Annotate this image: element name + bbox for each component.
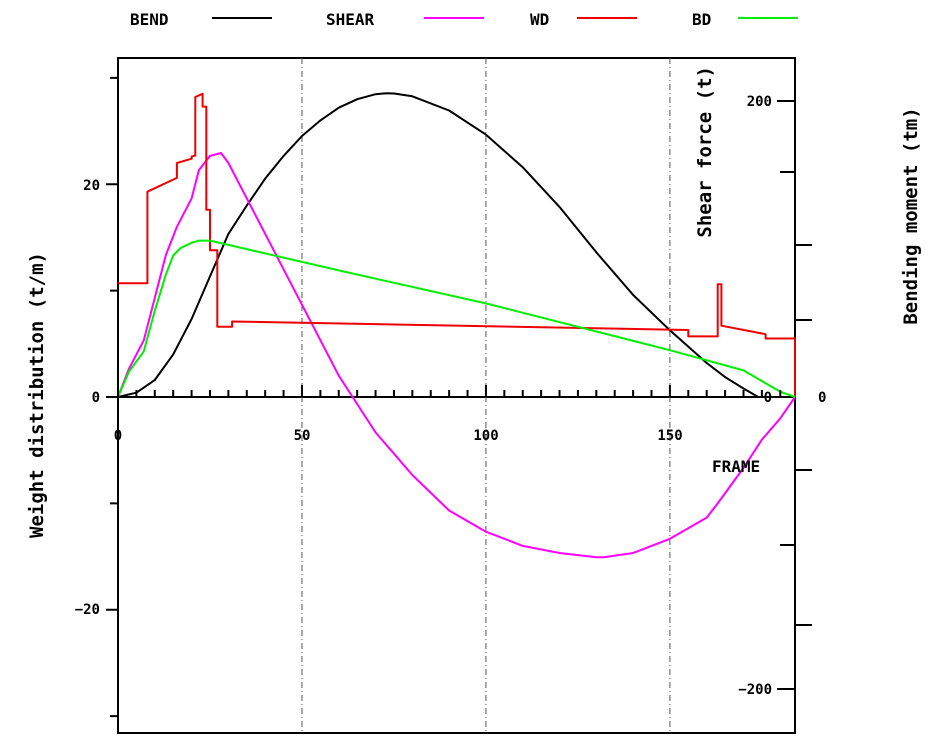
legend-label-bd: BD xyxy=(692,10,711,29)
x-tick-labels: 0 50 100 150 xyxy=(114,428,683,444)
left-tick-label-0: 0 xyxy=(92,390,100,406)
shear-tick-label-200: 200 xyxy=(747,94,772,110)
x-axis-ticks xyxy=(117,385,782,397)
legend-item-wd: WD xyxy=(530,10,637,29)
legend-item-shear: SHEAR xyxy=(326,10,484,29)
series-line-bend xyxy=(117,92,759,398)
legend-item-bend: BEND xyxy=(130,10,272,29)
series-line-wd xyxy=(118,92,796,397)
legend-label-bend: BEND xyxy=(130,10,169,29)
left-tick-labels: 0 20 −20 xyxy=(75,178,100,618)
shear-tick-label-0: 0 xyxy=(764,390,772,406)
shear-tick-label-minus-200: −200 xyxy=(738,682,772,698)
shear-axis-title: Shear force (t) xyxy=(694,66,716,238)
x-tick-label-0: 0 xyxy=(114,428,122,444)
left-axis-title: Weight distribution (t/m) xyxy=(26,252,48,538)
left-axis-ticks xyxy=(106,76,118,718)
legend-item-bd: BD xyxy=(692,10,798,29)
x-tick-label-100: 100 xyxy=(473,428,498,444)
x-tick-label-150: 150 xyxy=(657,428,682,444)
series-line-shear xyxy=(117,152,796,559)
series-lines xyxy=(117,92,796,559)
shear-tick-labels: 0 200 −200 xyxy=(738,94,772,698)
x-axis-title: FRAME xyxy=(712,457,760,476)
shear-axis-ticks xyxy=(777,100,795,690)
series-line-bd xyxy=(117,239,796,398)
left-tick-label-20: 20 xyxy=(83,178,100,194)
legend-label-wd: WD xyxy=(530,10,549,29)
legend: BEND SHEAR WD BD xyxy=(130,10,798,29)
bend-axis-ticks xyxy=(795,244,812,626)
bend-tick-label-0: 0 xyxy=(818,390,826,406)
gridlines xyxy=(301,58,671,733)
bend-axis-title: Bending moment (tm) xyxy=(900,107,922,324)
legend-label-shear: SHEAR xyxy=(326,10,375,29)
left-tick-label-minus-20: −20 xyxy=(75,602,100,618)
x-tick-label-50: 50 xyxy=(294,428,311,444)
